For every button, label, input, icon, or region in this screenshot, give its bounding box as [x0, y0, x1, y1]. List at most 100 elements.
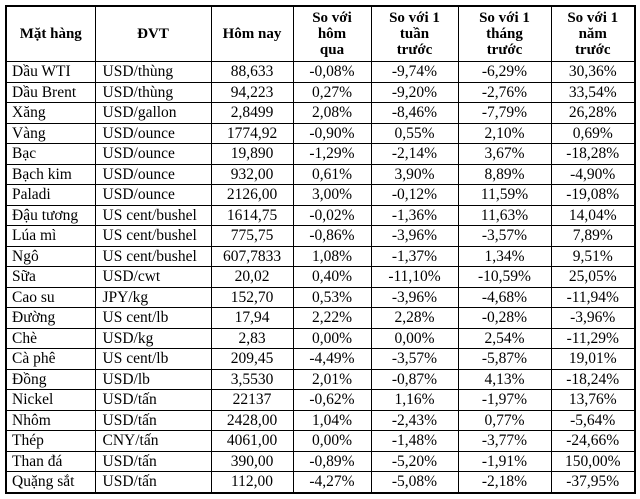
- vs_month-cell: -0,28%: [457, 307, 552, 329]
- vs_month-cell: 11,59%: [457, 184, 552, 206]
- vs_year-cell: 26,28%: [550, 102, 636, 124]
- table-row: Bạch kim USD/ounce 932,00 0,61% 3,90% 8,89% -4…: [5, 163, 636, 185]
- vs_yesterday-cell: 1,08%: [292, 245, 372, 267]
- commodity-price-table: Mặt hàng ĐVT Hôm nay So với hôm qua So v…: [5, 5, 636, 494]
- vs_yesterday-cell: 1,04%: [292, 409, 372, 431]
- today-cell: 22137: [210, 389, 294, 411]
- vs_year-cell: 0,69%: [550, 122, 636, 144]
- unit-cell: USD/kg: [94, 327, 212, 349]
- vs_month-cell: 1,34%: [457, 245, 552, 267]
- vs_year-cell: 150,00%: [550, 450, 636, 472]
- vs_month-cell: -6,29%: [457, 61, 552, 83]
- vs_month-cell: 11,63%: [457, 204, 552, 226]
- vs_year-cell: 25,05%: [550, 266, 636, 288]
- unit-cell: US cent/lb: [94, 307, 212, 329]
- vs_month-cell: -5,87%: [457, 348, 552, 370]
- today-cell: 2428,00: [210, 409, 294, 431]
- vs_yesterday-cell: -4,27%: [292, 471, 372, 493]
- vs_week-cell: -9,20%: [370, 81, 459, 103]
- today-cell: 152,70: [210, 286, 294, 308]
- header-unit: ĐVT: [94, 5, 212, 62]
- name-cell: Cao su: [5, 286, 96, 308]
- vs_week-cell: 1,16%: [370, 389, 459, 411]
- vs_yesterday-cell: -0,89%: [292, 450, 372, 472]
- today-cell: 209,45: [210, 348, 294, 370]
- name-cell: Dầu WTI: [5, 61, 96, 83]
- table-row: Sữa USD/cwt 20,02 0,40% -11,10% -10,59% 25,05%: [5, 266, 636, 288]
- vs_month-cell: -2,18%: [457, 471, 552, 493]
- name-cell: Vàng: [5, 122, 96, 144]
- unit-cell: USD/thùng: [94, 61, 212, 83]
- vs_year-cell: -18,28%: [550, 143, 636, 165]
- today-cell: 2,83: [210, 327, 294, 349]
- vs_week-cell: -3,57%: [370, 348, 459, 370]
- name-cell: Cà phê: [5, 348, 96, 370]
- table-row: Dầu WTI USD/thùng 88,633 -0,08% -9,74% -6,29%…: [5, 61, 636, 83]
- name-cell: Sữa: [5, 266, 96, 288]
- unit-cell: USD/ounce: [94, 184, 212, 206]
- vs_yesterday-cell: -1,29%: [292, 143, 372, 165]
- table-row: Thép CNY/tấn 4061,00 0,00% -1,48% -3,77% -24,6…: [5, 430, 636, 452]
- vs_yesterday-cell: -0,90%: [292, 122, 372, 144]
- table-row: Cao su JPY/kg 152,70 0,53% -3,96% -4,68% -11,9…: [5, 286, 636, 308]
- vs_week-cell: -8,46%: [370, 102, 459, 124]
- name-cell: Đường: [5, 307, 96, 329]
- name-cell: Ngô: [5, 245, 96, 267]
- vs_year-cell: 19,01%: [550, 348, 636, 370]
- unit-cell: CNY/tấn: [94, 430, 212, 452]
- vs_year-cell: -19,08%: [550, 184, 636, 206]
- today-cell: 19,890: [210, 143, 294, 165]
- today-cell: 1774,92: [210, 122, 294, 144]
- table-header-row: Mặt hàng ĐVT Hôm nay So với hôm qua So v…: [5, 5, 636, 62]
- vs_month-cell: 4,13%: [457, 368, 552, 390]
- table-row: Bạc USD/ounce 19,890 -1,29% -2,14% 3,67% -18,2…: [5, 143, 636, 165]
- vs_year-cell: -24,66%: [550, 430, 636, 452]
- vs_week-cell: -0,87%: [370, 368, 459, 390]
- vs_year-cell: -11,29%: [550, 327, 636, 349]
- unit-cell: USD/tấn: [94, 471, 212, 493]
- vs_year-cell: 13,76%: [550, 389, 636, 411]
- unit-cell: USD/cwt: [94, 266, 212, 288]
- name-cell: Lúa mì: [5, 225, 96, 247]
- vs_week-cell: -1,48%: [370, 430, 459, 452]
- vs_month-cell: -1,97%: [457, 389, 552, 411]
- vs_month-cell: -7,79%: [457, 102, 552, 124]
- today-cell: 390,00: [210, 450, 294, 472]
- vs_year-cell: 7,89%: [550, 225, 636, 247]
- vs_month-cell: -3,77%: [457, 430, 552, 452]
- name-cell: Bạc: [5, 143, 96, 165]
- vs_month-cell: 8,89%: [457, 163, 552, 185]
- table-row: Paladi USD/ounce 2126,00 3,00% -0,12% 11,59% -…: [5, 184, 636, 206]
- name-cell: Xăng: [5, 102, 96, 124]
- name-cell: Nickel: [5, 389, 96, 411]
- unit-cell: USD/lb: [94, 368, 212, 390]
- vs_month-cell: 2,10%: [457, 122, 552, 144]
- header-vs-yesterday: So với hôm qua: [292, 5, 372, 62]
- vs_year-cell: 33,54%: [550, 81, 636, 103]
- vs_yesterday-cell: -0,08%: [292, 61, 372, 83]
- header-vs-year: So với 1 năm trước: [550, 5, 636, 62]
- header-vs-week: So với 1 tuần trước: [370, 5, 459, 62]
- vs_yesterday-cell: 0,00%: [292, 327, 372, 349]
- vs_week-cell: -5,20%: [370, 450, 459, 472]
- table-row: Quặng sắt USD/tấn 112,00 -4,27% -5,08% -2,18%…: [5, 471, 636, 493]
- today-cell: 94,223: [210, 81, 294, 103]
- name-cell: Nhôm: [5, 409, 96, 431]
- today-cell: 932,00: [210, 163, 294, 185]
- unit-cell: USD/thùng: [94, 81, 212, 103]
- vs_year-cell: -11,94%: [550, 286, 636, 308]
- vs_month-cell: -2,76%: [457, 81, 552, 103]
- vs_year-cell: 30,36%: [550, 61, 636, 83]
- table-row: Ngô US cent/bushel 607,7833 1,08% -1,37% 1,34…: [5, 245, 636, 267]
- unit-cell: USD/ounce: [94, 122, 212, 144]
- vs_yesterday-cell: 2,01%: [292, 368, 372, 390]
- today-cell: 20,02: [210, 266, 294, 288]
- vs_yesterday-cell: -0,62%: [292, 389, 372, 411]
- table-row: Lúa mì US cent/bushel 775,75 -0,86% -3,96% -3…: [5, 225, 636, 247]
- unit-cell: USD/tấn: [94, 450, 212, 472]
- name-cell: Đồng: [5, 368, 96, 390]
- table-row: Nickel USD/tấn 22137 -0,62% 1,16% -1,97% 13,76…: [5, 389, 636, 411]
- unit-cell: US cent/bushel: [94, 225, 212, 247]
- vs_month-cell: -1,91%: [457, 450, 552, 472]
